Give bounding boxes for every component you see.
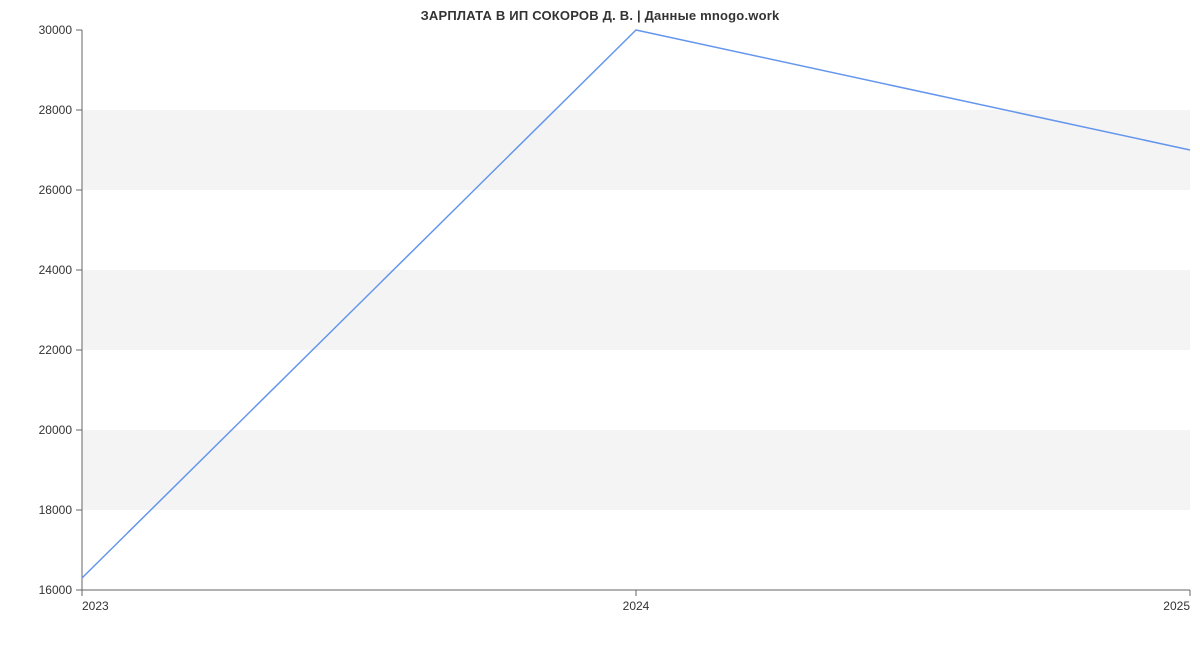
y-tick-label: 20000 <box>39 423 73 437</box>
grid-band <box>82 430 1190 510</box>
x-tick-label: 2024 <box>623 599 650 613</box>
y-tick-label: 28000 <box>39 103 73 117</box>
y-tick-label: 16000 <box>39 583 73 597</box>
y-tick-label: 24000 <box>39 263 73 277</box>
chart-svg: 16000 18000 20000 22000 24000 26000 28000 30000… <box>0 0 1200 650</box>
grid-band <box>82 110 1190 190</box>
x-tick-label: 2023 <box>82 599 109 613</box>
grid-band <box>82 270 1190 350</box>
x-tick-label: 2025 <box>1163 599 1190 613</box>
salary-line-chart: ЗАРПЛАТА В ИП СОКОРОВ Д. В. | Данные mno… <box>0 0 1200 650</box>
chart-title: ЗАРПЛАТА В ИП СОКОРОВ Д. В. | Данные mno… <box>0 8 1200 23</box>
y-tick-label: 22000 <box>39 343 73 357</box>
y-tick-label: 26000 <box>39 183 73 197</box>
y-tick-label: 18000 <box>39 503 73 517</box>
y-tick-label: 30000 <box>39 23 73 37</box>
